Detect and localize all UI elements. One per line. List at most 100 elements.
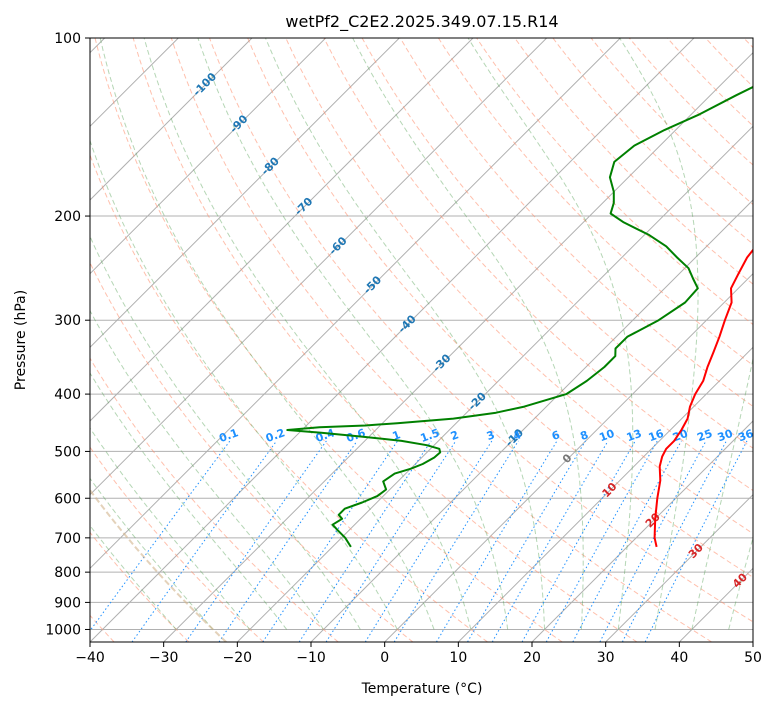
x-axis-label: Temperature (°C) (361, 681, 483, 697)
x-axis: −40 −30 −20 −10 0 10 20 30 40 50 (75, 642, 762, 666)
profile-lines (286, 85, 753, 548)
temperature-line (653, 248, 753, 548)
mixing-ratio-line (325, 440, 457, 642)
mixing-ratio-labels: 0.1 0.2 0.4 0.6 1 1.5 2 3 4 6 8 10 13 16 20 25 30 36 (217, 426, 755, 445)
y-tick-label: 400 (54, 387, 81, 403)
mixing-ratio-label: 30 (716, 427, 735, 445)
mixing-ratio-line (298, 440, 432, 642)
isotherm-line (384, 272, 753, 642)
mixing-ratio-line (491, 440, 609, 642)
moist-adiabat-line (265, 38, 545, 630)
isotherm-line (90, 38, 400, 349)
moist-adiabat-line (90, 235, 361, 630)
x-tick-label: 20 (523, 650, 541, 666)
dry-adiabat-line (247, 38, 753, 578)
dry-adiabat-line (476, 38, 753, 326)
moist-adiabat-line (90, 309, 324, 630)
moist-adiabat-line (99, 38, 435, 630)
background-lines (90, 38, 753, 642)
mixing-ratio-line (521, 440, 636, 642)
mixing-ratio-line (185, 440, 327, 642)
isotherm-line (752, 641, 753, 642)
y-tick-label: 1000 (45, 622, 81, 638)
mixing-ratio-label: 3 (485, 428, 497, 443)
mixing-ratio-line (262, 440, 399, 642)
isotherm-line (236, 125, 753, 642)
mixing-ratio-label: 10 (597, 427, 616, 445)
reference-curve (90, 488, 227, 642)
dry-adiabat-line (285, 38, 753, 535)
dry-adiabat-line (437, 38, 753, 366)
mixing-ratio-line (644, 440, 748, 642)
isotherm-line (90, 38, 253, 201)
dry-adiabat-line (90, 261, 414, 642)
moist-adiabat-line (143, 38, 472, 630)
dry-adiabat-line (90, 357, 339, 642)
isotherm-line (90, 38, 548, 496)
mixing-ratio-label: 13 (625, 427, 644, 444)
mixing-ratio-label: 1 (391, 428, 403, 443)
mixing-ratio-line (90, 440, 231, 632)
y-tick-label: 200 (54, 209, 81, 225)
y-tick-label: 600 (54, 491, 81, 507)
y-axis: 100 200 300 400 500 600 700 800 900 1000 (45, 31, 90, 638)
mixing-ratio-line (218, 440, 358, 642)
y-tick-label: 800 (54, 565, 81, 581)
isotherm-line (457, 346, 753, 642)
x-tick-label: 10 (449, 650, 467, 666)
dry-adiabat-line (399, 38, 753, 408)
mixing-ratio-line (545, 440, 658, 642)
y-tick-label: 700 (54, 531, 81, 547)
dry-adiabat-line (90, 153, 488, 642)
dry-adiabat-line (323, 38, 753, 492)
dry-adiabat-line (590, 38, 753, 206)
mixing-ratio-label: 6 (550, 428, 562, 443)
y-tick-label: 900 (54, 595, 81, 611)
x-tick-label: −10 (296, 650, 326, 666)
x-tick-label: −30 (149, 650, 179, 666)
y-tick-label: 300 (54, 313, 81, 329)
dry-adiabat-line (90, 531, 190, 642)
mixing-ratio-label: 36 (736, 427, 755, 445)
dry-adiabat-line (209, 38, 753, 623)
dry-adiabat-line (94, 38, 563, 642)
isotherm-line (90, 38, 695, 642)
mixing-ratio-line (467, 440, 586, 642)
mixing-ratio-label: 0.1 (217, 426, 240, 445)
y-tick-label: 100 (54, 31, 81, 47)
dry-adiabat-line (170, 38, 712, 642)
dry-adiabat-line (132, 38, 638, 642)
isotherm-line (605, 493, 753, 642)
mixing-ratio-label: 4 (511, 428, 523, 443)
isotherm-line (90, 38, 327, 275)
moist-adiabat-line (197, 38, 509, 630)
x-tick-label: 40 (670, 650, 688, 666)
dewpoint-line (286, 85, 753, 548)
y-tick-label: 500 (54, 444, 81, 460)
dry-adiabat-line (552, 38, 753, 245)
isotherm-line (163, 51, 753, 642)
x-tick-label: −40 (75, 650, 105, 666)
moist-adiabat-line (691, 356, 753, 630)
moist-adiabat-line (728, 535, 753, 630)
mixing-ratio-line (435, 440, 558, 642)
mixing-ratio-line (364, 440, 493, 642)
mixing-ratio-label: 25 (695, 427, 714, 444)
chart-title: wetPf2_C2E2.2025.349.07.15.R14 (285, 12, 558, 32)
mixing-ratio-label: 8 (578, 428, 590, 443)
mixing-ratio-label: 16 (647, 427, 666, 445)
plot-frame (89, 37, 754, 643)
isotherm-line (531, 420, 753, 642)
moist-adiabat-line (467, 38, 634, 630)
mixing-ratio-label: 0.2 (264, 426, 287, 445)
isotherm-line (90, 38, 621, 570)
x-tick-label: −20 (223, 650, 253, 666)
moist-adiabat-line (90, 139, 398, 630)
moist-adiabat-line (352, 38, 584, 630)
y-axis-label: Pressure (hPa) (13, 290, 29, 390)
mixing-ratio-label: 2 (449, 428, 461, 443)
mixing-ratio-line (393, 440, 519, 642)
mixing-ratio-label: 0.4 (314, 426, 337, 445)
plot-background (90, 38, 753, 642)
